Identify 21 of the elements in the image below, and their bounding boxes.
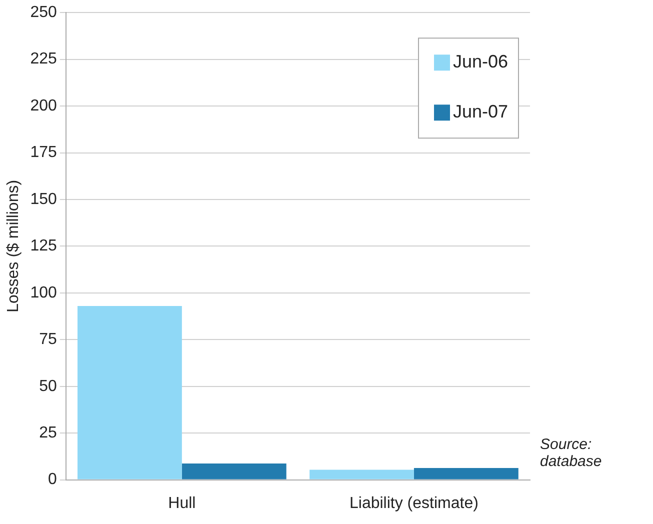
y-tick-label: 25 bbox=[39, 424, 57, 442]
y-tick-label: 0 bbox=[48, 471, 57, 488]
y-tick-label: 175 bbox=[30, 144, 57, 162]
y-tick-label: 250 bbox=[30, 4, 57, 22]
y-tick-label: 150 bbox=[30, 190, 57, 208]
y-tick-label: 125 bbox=[30, 238, 57, 255]
x-tick-label: Liability (estimate) bbox=[350, 494, 478, 512]
y-tick-label: 50 bbox=[39, 378, 57, 395]
legend-label: Jun-06 bbox=[453, 52, 508, 72]
legend-label: Jun-07 bbox=[453, 102, 508, 122]
bar bbox=[78, 306, 182, 480]
bar bbox=[310, 470, 414, 480]
y-tick-label: 225 bbox=[30, 50, 57, 68]
bar bbox=[414, 468, 518, 480]
y-tick-label: 100 bbox=[30, 284, 57, 302]
y-axis-title: Losses ($ millions) bbox=[5, 180, 22, 312]
x-tick-label: Hull bbox=[168, 494, 196, 512]
source-note: Source: database bbox=[540, 436, 603, 470]
y-tick-label: 75 bbox=[39, 331, 57, 348]
bar bbox=[182, 464, 286, 480]
y-tick-label: 200 bbox=[30, 97, 57, 114]
